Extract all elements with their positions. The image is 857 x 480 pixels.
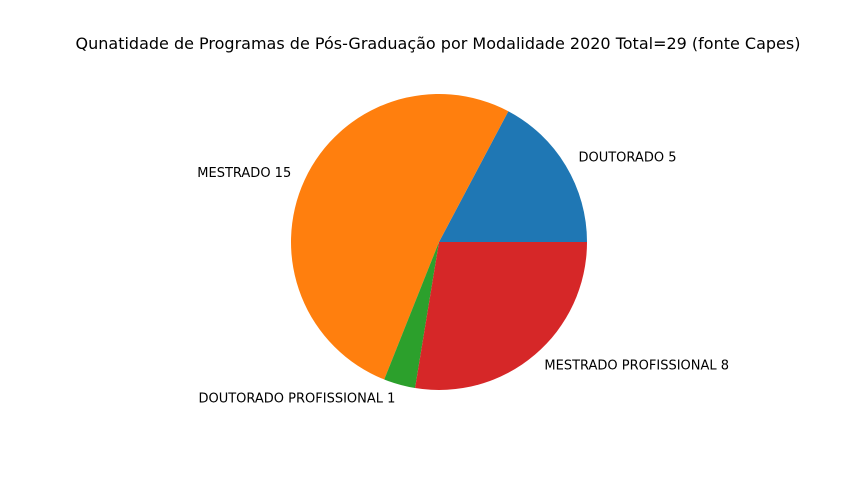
pie-slice-2 (384, 242, 439, 389)
pie-slice-3 (415, 242, 587, 391)
pie-slice-1 (291, 94, 509, 380)
pie-slice-label-0: DOUTORADO 5 (578, 151, 676, 166)
pie-slice-label-2: DOUTORADO PROFISSIONAL 1 (198, 391, 395, 406)
pie-labels: DOUTORADO 5 MESTRADO 15 DOUTORADO PROFISSI… (197, 151, 729, 407)
pie-slice-0 (439, 111, 587, 242)
pie-slice-label-1: MESTRADO 15 (197, 166, 291, 181)
pie-slice-label-3: MESTRADO PROFISSIONAL 8 (544, 359, 729, 374)
chart-title: Qunatidade de Programas de Pós-Graduação… (76, 34, 801, 53)
pie-slices (291, 94, 587, 391)
